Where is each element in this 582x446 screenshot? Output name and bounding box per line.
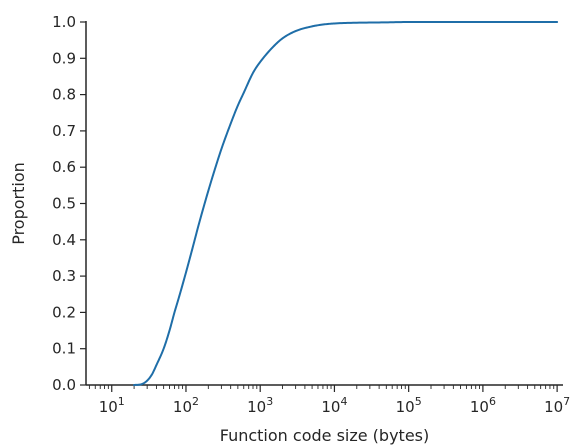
x-tick-exponent: 4 [340,395,347,408]
x-tick-exponent: 2 [192,395,199,408]
x-tick-exponent: 3 [266,395,273,408]
x-tick-base: 10 [544,398,563,416]
y-tick-label: 0.0 [52,376,76,394]
x-tick-exponent: 5 [415,395,422,408]
x-tick-base: 10 [173,398,192,416]
y-tick-label: 0.3 [52,267,76,285]
x-tick-label: 104 [321,395,347,416]
x-tick-label: 102 [173,395,199,416]
y-tick-label: 0.7 [52,122,76,140]
x-tick-base: 10 [99,398,118,416]
x-tick-exponent: 6 [489,395,496,408]
y-tick-label: 1.0 [52,13,76,31]
x-tick-base: 10 [321,398,340,416]
y-axis-title: Proportion [9,162,28,245]
x-tick-label: 107 [544,395,570,416]
x-tick-label: 103 [247,395,273,416]
x-axis-ticks: 101 102 103 104 105 106 107 [88,385,570,416]
x-tick-label: 101 [99,395,125,416]
x-tick-base: 10 [396,398,415,416]
y-tick-label: 0.9 [52,49,76,67]
y-tick-label: 0.8 [52,86,76,104]
x-tick-exponent: 1 [118,395,125,408]
x-tick-exponent: 7 [563,395,570,408]
x-axis-title: Function code size (bytes) [220,426,429,445]
y-tick-label: 0.6 [52,158,76,176]
y-tick-label: 0.1 [52,340,76,358]
y-tick-label: 0.5 [52,195,76,213]
y-tick-label: 0.4 [52,231,76,249]
y-tick-label: 0.2 [52,303,76,321]
x-tick-label: 105 [396,395,422,416]
cdf-line [133,21,559,386]
x-tick-base: 10 [247,398,266,416]
y-axis-ticks: 0.0 0.1 0.2 0.3 0.4 0.5 0.6 0.7 0.8 0.9 1.0 [52,13,86,394]
series-group [133,21,559,386]
x-tick-label: 106 [470,395,496,416]
x-tick-base: 10 [470,398,489,416]
